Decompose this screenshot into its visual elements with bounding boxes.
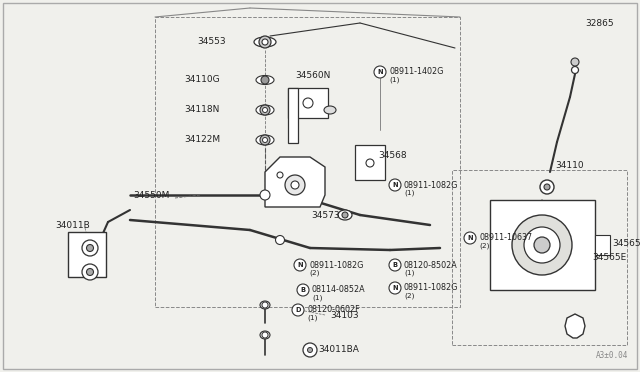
Ellipse shape bbox=[254, 37, 276, 47]
Bar bbox=[452, 170, 627, 345]
Text: 08911-10637: 08911-10637 bbox=[479, 234, 532, 243]
Circle shape bbox=[464, 232, 476, 244]
Circle shape bbox=[259, 36, 271, 48]
Text: 08911-1082G: 08911-1082G bbox=[404, 180, 458, 189]
Text: 34550M: 34550M bbox=[133, 190, 170, 199]
Ellipse shape bbox=[256, 135, 274, 145]
Ellipse shape bbox=[256, 105, 274, 115]
Circle shape bbox=[366, 159, 374, 167]
Text: 32865: 32865 bbox=[585, 19, 614, 29]
Circle shape bbox=[291, 181, 299, 189]
Circle shape bbox=[571, 58, 579, 66]
Text: (2): (2) bbox=[404, 293, 415, 299]
Text: 34568: 34568 bbox=[378, 151, 406, 160]
Circle shape bbox=[277, 172, 283, 178]
Text: 08114-0852A: 08114-0852A bbox=[312, 285, 365, 295]
Text: 34122M: 34122M bbox=[184, 135, 220, 144]
Text: (1): (1) bbox=[312, 295, 323, 301]
Circle shape bbox=[389, 259, 401, 271]
Circle shape bbox=[307, 347, 312, 353]
Text: N: N bbox=[297, 262, 303, 268]
Circle shape bbox=[544, 184, 550, 190]
Circle shape bbox=[389, 179, 401, 191]
Text: 34110G: 34110G bbox=[184, 76, 220, 84]
Text: N: N bbox=[392, 182, 398, 188]
Circle shape bbox=[285, 175, 305, 195]
Text: 34103: 34103 bbox=[330, 311, 358, 320]
Circle shape bbox=[262, 39, 268, 45]
Circle shape bbox=[294, 259, 306, 271]
Circle shape bbox=[260, 105, 270, 115]
Circle shape bbox=[82, 264, 98, 280]
Text: 34565M: 34565M bbox=[612, 238, 640, 247]
Bar bbox=[355, 145, 385, 180]
Text: 34553: 34553 bbox=[197, 38, 226, 46]
Text: N: N bbox=[392, 285, 398, 291]
Circle shape bbox=[275, 235, 285, 244]
Bar bbox=[288, 88, 298, 143]
Text: 34573: 34573 bbox=[312, 211, 340, 219]
Circle shape bbox=[303, 98, 313, 108]
Text: 34011B: 34011B bbox=[55, 221, 90, 230]
Text: (1): (1) bbox=[404, 190, 415, 196]
Circle shape bbox=[262, 332, 268, 338]
Polygon shape bbox=[565, 314, 585, 338]
Circle shape bbox=[524, 227, 560, 263]
Circle shape bbox=[292, 304, 304, 316]
Circle shape bbox=[303, 343, 317, 357]
Bar bbox=[288, 88, 328, 118]
Bar bbox=[595, 235, 610, 255]
Text: (1): (1) bbox=[389, 77, 399, 83]
Circle shape bbox=[86, 269, 93, 276]
Circle shape bbox=[389, 282, 401, 294]
Text: 34110: 34110 bbox=[555, 160, 584, 170]
Text: 34565E: 34565E bbox=[592, 253, 627, 263]
Text: 34560N: 34560N bbox=[295, 71, 330, 80]
Circle shape bbox=[260, 190, 270, 200]
Bar bbox=[155, 17, 460, 307]
Text: (2): (2) bbox=[479, 243, 490, 249]
Text: 34011BA: 34011BA bbox=[318, 346, 359, 355]
Ellipse shape bbox=[324, 106, 336, 114]
Bar bbox=[68, 232, 106, 277]
Circle shape bbox=[262, 302, 268, 308]
Text: D: D bbox=[295, 307, 301, 313]
Text: 34118N: 34118N bbox=[184, 106, 220, 115]
Circle shape bbox=[86, 244, 93, 251]
Circle shape bbox=[540, 180, 554, 194]
Text: (2): (2) bbox=[309, 270, 319, 276]
Circle shape bbox=[534, 237, 550, 253]
Circle shape bbox=[572, 67, 579, 74]
Circle shape bbox=[260, 135, 270, 145]
Circle shape bbox=[342, 212, 348, 218]
Ellipse shape bbox=[256, 76, 274, 84]
Text: N: N bbox=[377, 69, 383, 75]
Circle shape bbox=[261, 76, 269, 84]
Circle shape bbox=[297, 284, 309, 296]
Text: N: N bbox=[467, 235, 473, 241]
Text: A3±0.04: A3±0.04 bbox=[596, 351, 628, 360]
Ellipse shape bbox=[260, 331, 270, 339]
Ellipse shape bbox=[338, 210, 352, 220]
Text: (1): (1) bbox=[404, 270, 415, 276]
Text: 08911-1402G: 08911-1402G bbox=[389, 67, 444, 77]
Bar bbox=[490, 200, 595, 290]
Circle shape bbox=[512, 215, 572, 275]
Circle shape bbox=[262, 108, 268, 112]
Text: 08911-1082G: 08911-1082G bbox=[309, 260, 364, 269]
Circle shape bbox=[374, 66, 386, 78]
Text: B: B bbox=[301, 287, 305, 293]
Polygon shape bbox=[265, 157, 325, 207]
Circle shape bbox=[262, 138, 268, 142]
Ellipse shape bbox=[260, 301, 270, 309]
Text: B: B bbox=[392, 262, 397, 268]
Text: 08120-0602F: 08120-0602F bbox=[307, 305, 360, 314]
Text: 08120-8502A: 08120-8502A bbox=[404, 260, 458, 269]
Circle shape bbox=[82, 240, 98, 256]
Text: 08911-1082G: 08911-1082G bbox=[404, 283, 458, 292]
Text: (1): (1) bbox=[307, 315, 317, 321]
